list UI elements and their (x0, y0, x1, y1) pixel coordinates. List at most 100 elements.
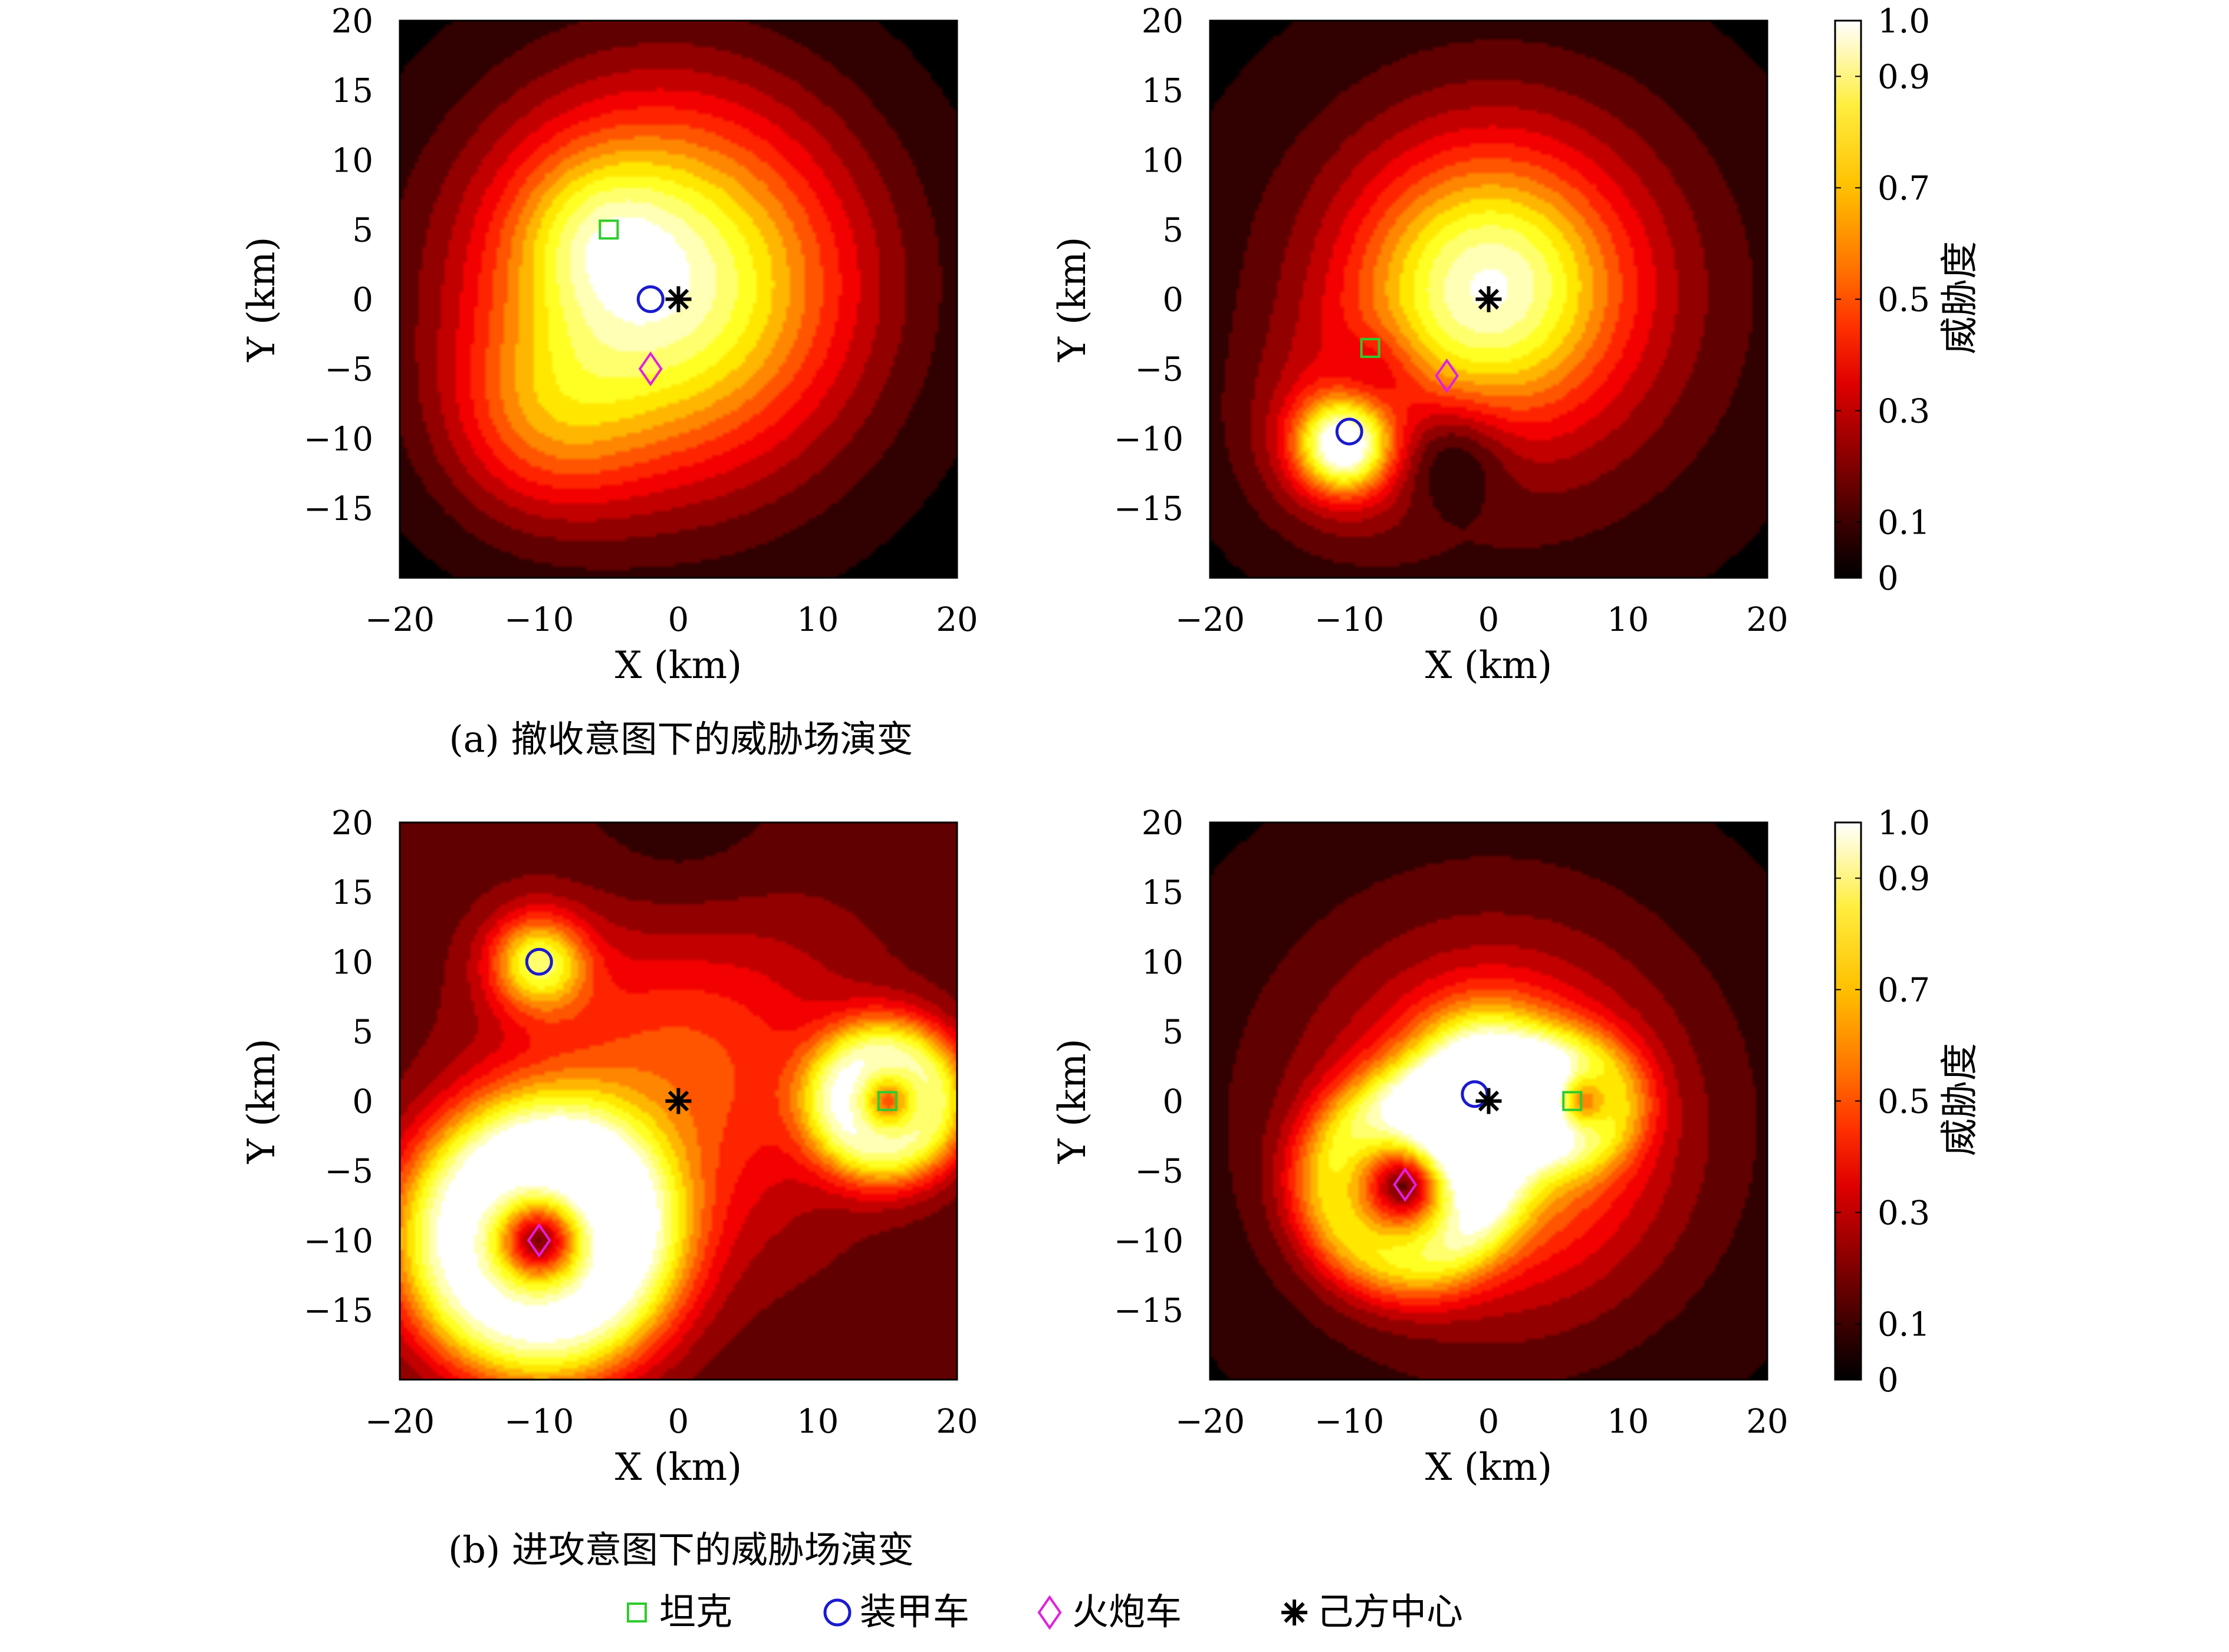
y-tick-label: 0 (1162, 1083, 1183, 1121)
x-axis-label: X (km) (615, 1446, 742, 1489)
y-tick-label: 5 (352, 1013, 373, 1051)
x-tick-label: 10 (797, 601, 839, 639)
y-tick-label: 5 (1162, 211, 1183, 249)
marker-own_center (1475, 1088, 1502, 1114)
x-tick-label: −10 (504, 601, 574, 639)
y-tick-label: −10 (1114, 1222, 1183, 1261)
x-axis-label: X (km) (1425, 1446, 1552, 1489)
marker-armored_vehicle (1335, 417, 1363, 446)
colorbar-label: 威胁度 (1938, 1043, 1982, 1156)
colorbar-tick-label: 0.1 (1878, 1306, 1930, 1344)
y-tick-label: −10 (304, 1222, 373, 1261)
x-tick-label: 0 (1478, 601, 1500, 639)
marker-own_center (665, 286, 692, 312)
x-tick-label: 20 (1746, 601, 1788, 639)
x-tick-label: −20 (365, 601, 435, 639)
y-tick-label: 10 (331, 141, 373, 180)
legend-marker-own_center (1281, 1600, 1307, 1625)
legend-label: 己方中心 (1317, 1590, 1463, 1633)
x-tick-label: −10 (1314, 1403, 1384, 1441)
y-tick-label: −15 (304, 1292, 373, 1330)
colorbar-tick-label: 0.7 (1878, 170, 1930, 208)
x-axis-label: X (km) (615, 644, 742, 687)
colorbar-ticks: 0 0.1 0.3 0.5 0.7 0.9 1.0 (1835, 804, 1930, 1400)
colorbar-tick-label: 0 (1878, 560, 1899, 598)
colorbar-tick-label: 1.0 (1878, 804, 1930, 843)
x-tick-label: −20 (1175, 1403, 1245, 1441)
x-tick-label: −20 (1175, 601, 1245, 639)
y-tick-label: 0 (352, 1083, 373, 1121)
y-tick-label: −5 (324, 1153, 373, 1191)
y-tick-label: 15 (1142, 874, 1183, 912)
axes-frame (1209, 821, 1768, 1381)
y-tick-label: 15 (331, 72, 373, 110)
x-tick-label: 20 (936, 601, 978, 639)
y-tick-label: −15 (1114, 1292, 1183, 1330)
y-tick-label: 10 (331, 943, 373, 982)
y-tick-label: −5 (1135, 1153, 1183, 1191)
y-tick-label: 20 (331, 2, 373, 41)
x-tick-label: 10 (1607, 601, 1649, 639)
y-tick-label: 15 (1142, 72, 1183, 110)
marker-artillery_vehicle (1435, 358, 1459, 393)
y-tick-label: 0 (352, 281, 373, 320)
legend-marker-armored_vehicle (823, 1598, 852, 1627)
heatmap-layer (400, 21, 1767, 1380)
x-tick-label: 20 (936, 1403, 978, 1441)
y-tick-label: −15 (1114, 490, 1183, 528)
colorbar-tick-label: 0.9 (1878, 860, 1930, 899)
legend-item-armored_vehicle: 装甲车 (823, 1590, 969, 1633)
axes-layer: −20 −10 0 10 20 −15 −10 −5 0 5 10 15 20 X (km) Y (km) −… (240, 2, 1789, 1489)
colorbar-tick-label: 0.3 (1878, 393, 1930, 431)
colorbar-tick-label: 0.9 (1878, 58, 1930, 97)
x-tick-label: −10 (1314, 601, 1384, 639)
x-tick-label: −20 (365, 1403, 435, 1441)
x-tick-label: 20 (1746, 1403, 1788, 1441)
legend-label: 坦克 (659, 1590, 732, 1633)
marker-tank (1360, 338, 1380, 358)
y-tick-label: 5 (352, 211, 373, 249)
caption-a: (a) 撤收意图下的威胁场演变 (449, 718, 913, 761)
y-tick-label: −5 (1135, 351, 1183, 389)
marker-tank (877, 1091, 897, 1111)
markers-layer (525, 219, 1583, 1258)
colorbar-tick-label: 0.7 (1878, 972, 1930, 1010)
marker-own_center (665, 1088, 692, 1114)
marker-armored_vehicle (636, 285, 665, 313)
x-tick-label: 10 (1607, 1403, 1649, 1441)
colorbar-tick-label: 1.0 (1878, 2, 1930, 41)
colorbar-ticks: 0 0.1 0.3 0.5 0.7 0.9 1.0 (1835, 2, 1930, 598)
axes-frame (399, 821, 958, 1381)
colorbar-top: 0 0.1 0.3 0.5 0.7 0.9 1.0 威胁度 (1834, 2, 1982, 598)
y-tick-label: 20 (1142, 804, 1183, 843)
marker-tank (1562, 1091, 1583, 1111)
colorbar-tick-label: 0.5 (1878, 281, 1930, 320)
marker-armored_vehicle (525, 947, 553, 976)
y-tick-label: 0 (1162, 281, 1183, 320)
legend-item-own_center: 己方中心 (1281, 1590, 1463, 1633)
caption-b: (b) 进攻意图下的威胁场演变 (448, 1528, 914, 1571)
y-tick-label: −15 (304, 490, 373, 528)
y-tick-label: 10 (1142, 943, 1183, 982)
marker-tank (599, 219, 619, 240)
marker-own_center (1475, 286, 1502, 312)
y-tick-label: −10 (1114, 420, 1183, 459)
x-tick-label: 10 (797, 1403, 839, 1441)
x-tick-label: 0 (668, 1403, 689, 1441)
y-axis-label: Y (km) (240, 1039, 284, 1164)
colorbar-tick-label: 0.1 (1878, 504, 1930, 542)
y-tick-label: 15 (331, 874, 373, 912)
axes-frame (399, 19, 958, 579)
y-tick-label: 20 (1142, 2, 1183, 41)
y-axis-label: Y (km) (1051, 1039, 1094, 1164)
colorbar-tick-label: 0.3 (1878, 1194, 1930, 1233)
legend-label: 装甲车 (860, 1590, 969, 1633)
legend-item-tank: 坦克 (627, 1590, 732, 1633)
colorbar-bottom: 0 0.1 0.3 0.5 0.7 0.9 1.0 威胁度 (1834, 804, 1982, 1400)
legend-item-artillery_vehicle: 火炮车 (1037, 1590, 1182, 1633)
legend-label: 火炮车 (1072, 1590, 1182, 1633)
colorbar-tick-label: 0 (1878, 1361, 1899, 1400)
x-tick-label: −10 (504, 1403, 574, 1441)
axes-frame (1209, 19, 1768, 579)
x-tick-label: 0 (668, 601, 689, 639)
